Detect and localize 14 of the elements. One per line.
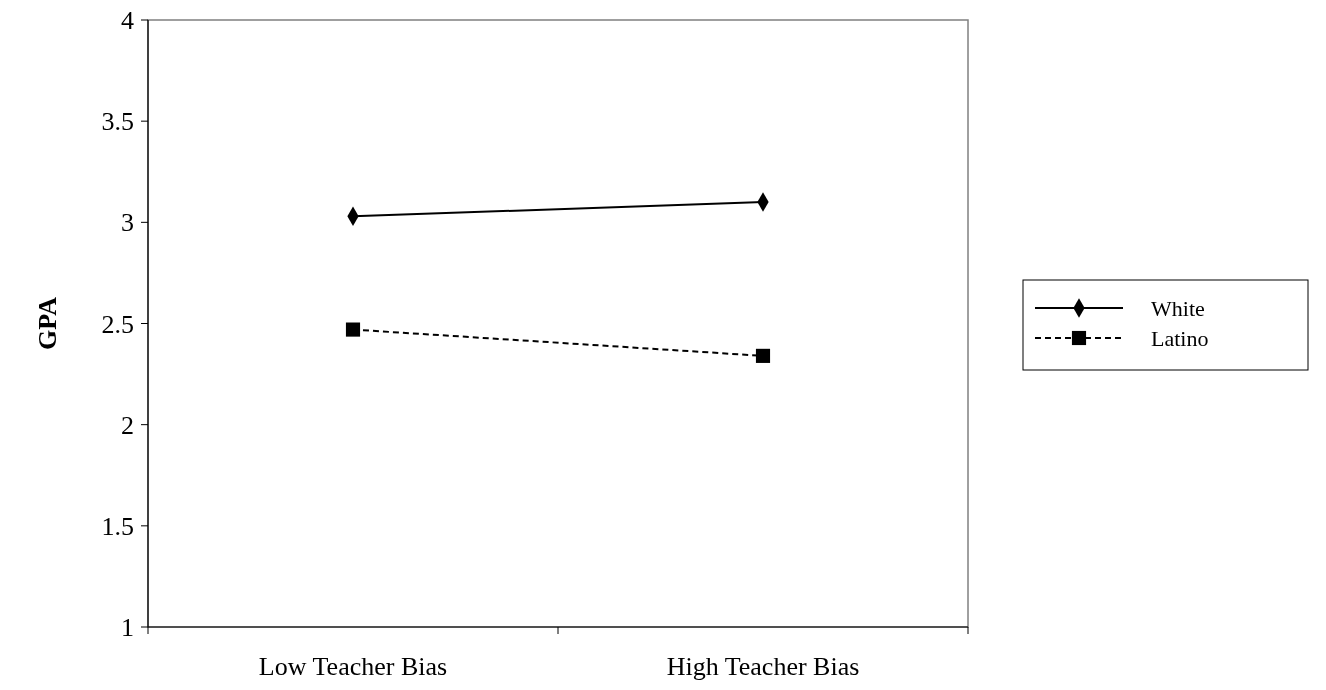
x-tick-label: High Teacher Bias [666,652,860,681]
y-tick-label: 2 [121,410,134,440]
y-tick-label: 3 [121,208,134,238]
y-tick-label: 3.5 [101,107,134,137]
point [755,348,771,363]
y-tick-label: 4 [121,6,134,36]
y-tick-label: 2.5 [101,309,134,339]
legend-label: White [1151,295,1205,321]
y-tick-label: 1 [121,613,134,643]
x-tick-label: Low Teacher Bias [258,652,448,681]
point [345,322,361,337]
y-axis-title: GPA [33,296,62,350]
legend-label: Latino [1151,325,1209,351]
y-tick-label: 1.5 [101,511,134,541]
